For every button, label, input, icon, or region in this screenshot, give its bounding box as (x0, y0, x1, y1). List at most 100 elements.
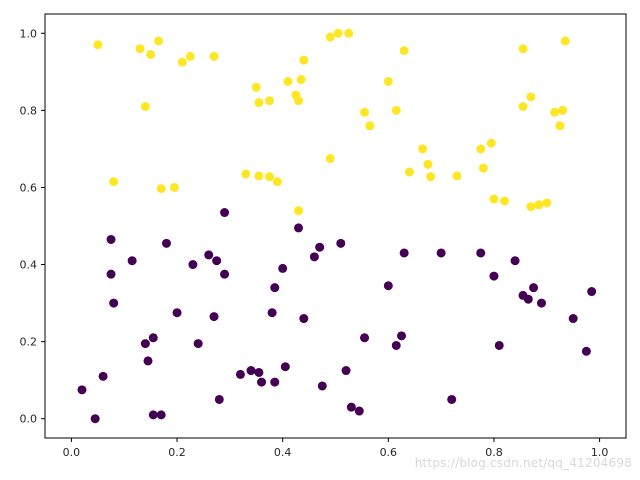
data-point-class-yellow (418, 144, 428, 154)
data-point-class-yellow (518, 102, 528, 112)
data-point-class-yellow (209, 51, 219, 61)
x-tick-label: 0.2 (168, 446, 186, 459)
axes-frame (44, 13, 627, 439)
data-point-class-purple (278, 263, 288, 273)
data-point-class-purple (188, 260, 198, 270)
y-tick-label: 0.0 (20, 413, 38, 426)
data-point-class-purple (436, 248, 446, 258)
data-point-class-yellow (325, 32, 335, 42)
data-point-class-yellow (534, 200, 544, 210)
data-point-class-purple (346, 402, 356, 412)
data-point-class-purple (299, 314, 309, 324)
data-point-class-yellow (283, 76, 293, 86)
data-point-class-yellow (169, 182, 179, 192)
data-point-class-yellow (489, 194, 499, 204)
data-point-class-yellow (109, 177, 119, 187)
data-point-class-purple (209, 312, 219, 322)
data-point-class-purple (383, 281, 393, 291)
data-point-class-purple (354, 406, 364, 416)
data-point-class-purple (172, 308, 182, 318)
data-point-class-yellow (185, 51, 195, 61)
data-point-class-purple (254, 367, 264, 377)
data-point-class-purple (529, 283, 539, 293)
y-tick-label: 0.4 (20, 259, 38, 272)
data-point-class-purple (360, 333, 370, 343)
data-point-class-yellow (264, 172, 274, 182)
x-tick-label: 0.6 (380, 446, 398, 459)
data-point-class-yellow (294, 96, 304, 106)
data-point-class-yellow (294, 206, 304, 216)
data-point-class-purple (317, 381, 327, 391)
data-point-class-purple (148, 410, 158, 420)
data-point-class-purple (204, 250, 214, 260)
data-point-class-purple (156, 410, 166, 420)
data-point-class-yellow (299, 55, 309, 65)
data-point-class-purple (98, 371, 108, 381)
data-point-class-yellow (500, 196, 510, 206)
data-point-class-yellow (254, 98, 264, 108)
data-point-class-yellow (555, 121, 565, 131)
data-point-class-purple (127, 256, 137, 266)
data-point-class-purple (581, 346, 591, 356)
data-point-class-purple (106, 234, 116, 244)
data-point-class-purple (214, 394, 224, 404)
data-point-class-yellow (177, 57, 187, 67)
data-point-class-purple (587, 287, 597, 297)
data-point-class-yellow (93, 40, 103, 50)
data-point-class-purple (143, 356, 153, 366)
data-point-class-yellow (254, 171, 264, 181)
data-point-class-purple (270, 283, 280, 293)
y-tick-label: 0.2 (20, 336, 38, 349)
data-point-class-yellow (558, 105, 568, 115)
data-point-class-purple (220, 269, 230, 279)
data-point-class-purple (447, 394, 457, 404)
data-point-class-yellow (296, 75, 306, 85)
data-point-class-yellow (486, 138, 496, 148)
data-point-class-purple (489, 271, 499, 281)
data-point-class-yellow (154, 36, 164, 46)
data-point-class-yellow (404, 167, 414, 177)
data-point-class-yellow (135, 44, 145, 54)
data-point-class-purple (212, 256, 222, 266)
data-point-class-purple (246, 366, 256, 376)
data-point-class-purple (397, 331, 407, 341)
data-point-class-yellow (526, 202, 536, 212)
data-point-class-purple (476, 248, 486, 258)
data-point-class-yellow (478, 163, 488, 173)
data-point-class-yellow (264, 96, 274, 106)
data-point-class-yellow (423, 159, 433, 169)
data-point-class-yellow (325, 154, 335, 164)
data-point-class-yellow (452, 171, 462, 181)
data-point-class-purple (315, 242, 325, 252)
data-point-class-purple (336, 238, 346, 248)
data-point-class-purple (90, 414, 100, 424)
data-point-class-yellow (156, 184, 166, 194)
data-point-class-purple (568, 314, 578, 324)
data-point-class-purple (77, 385, 87, 395)
data-point-class-yellow (383, 76, 393, 86)
data-point-class-yellow (146, 49, 156, 59)
data-point-class-purple (161, 238, 171, 248)
data-point-class-yellow (426, 172, 436, 182)
data-point-class-purple (220, 208, 230, 218)
data-point-class-yellow (550, 107, 560, 117)
data-point-class-purple (257, 377, 267, 387)
data-point-class-purple (510, 256, 520, 266)
data-point-class-purple (140, 339, 150, 349)
data-point-class-yellow (140, 102, 150, 112)
data-point-class-yellow (365, 121, 375, 131)
y-tick-label: 1.0 (20, 27, 38, 40)
data-point-class-purple (494, 340, 504, 350)
data-point-class-yellow (360, 107, 370, 117)
x-tick-label: 0.0 (63, 446, 81, 459)
data-point-class-yellow (518, 44, 528, 54)
data-point-class-purple (106, 269, 116, 279)
data-point-class-yellow (542, 198, 552, 208)
y-tick-label: 0.8 (20, 104, 38, 117)
data-point-class-purple (399, 248, 409, 258)
data-point-class-purple (294, 223, 304, 233)
data-point-class-yellow (251, 82, 261, 92)
x-tick-label: 1.0 (591, 446, 609, 459)
data-point-class-purple (148, 333, 158, 343)
